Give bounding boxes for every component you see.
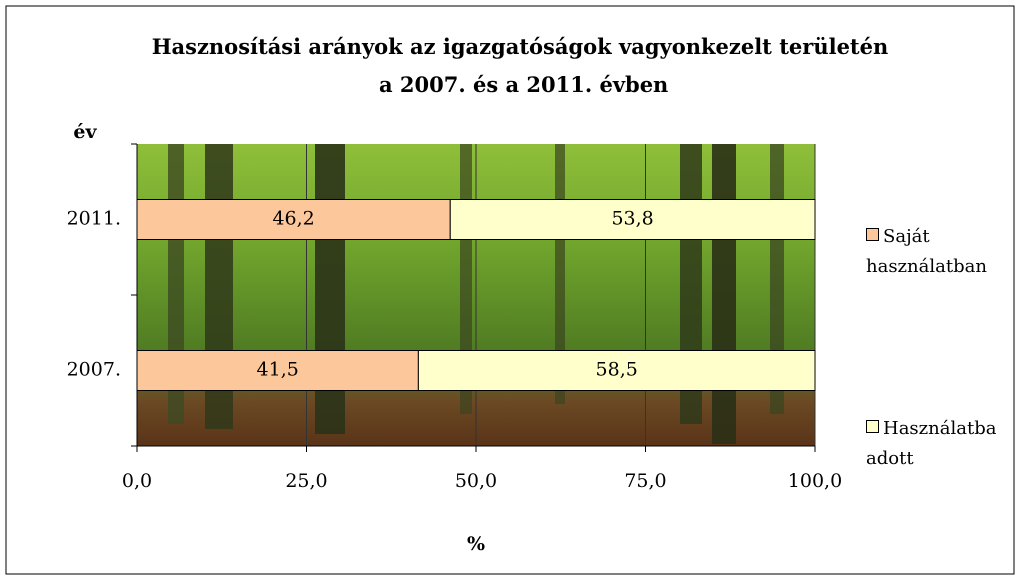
legend-label: Használatba adott — [866, 418, 997, 469]
bar-segment — [449, 199, 816, 240]
x-tick-label: 100,0 — [788, 470, 842, 492]
x-tick-label: 0,0 — [122, 470, 152, 492]
bar-segment — [136, 199, 451, 240]
bar-segment — [417, 350, 816, 391]
y-tick-label: 2011. — [67, 208, 121, 230]
value-label: 58,5 — [596, 359, 638, 381]
y-tick-label: 2007. — [67, 359, 121, 381]
value-label: 41,5 — [257, 359, 299, 381]
x-tick-label: 50,0 — [455, 470, 497, 492]
legend-item: Használatba adott — [866, 414, 1016, 474]
legend-swatch — [866, 420, 879, 433]
value-label: 46,2 — [272, 208, 314, 230]
chart-title: Hasznosítási arányok az igazgatóságok va… — [152, 34, 889, 97]
x-axis-title: % — [467, 533, 485, 555]
y-axis-title: év — [73, 121, 97, 143]
title-line: Hasznosítási arányok az igazgatóságok va… — [152, 34, 889, 59]
x-tick-label: 75,0 — [624, 470, 666, 492]
bar-segment — [136, 350, 419, 391]
value-label: 53,8 — [611, 208, 653, 230]
x-tick-label: 25,0 — [285, 470, 327, 492]
title-line: a 2007. és a 2011. évben — [372, 72, 669, 97]
legend-label: Saját használatban — [866, 226, 987, 277]
legend-item: Saját használatban — [866, 222, 1016, 282]
legend-swatch — [866, 228, 879, 241]
